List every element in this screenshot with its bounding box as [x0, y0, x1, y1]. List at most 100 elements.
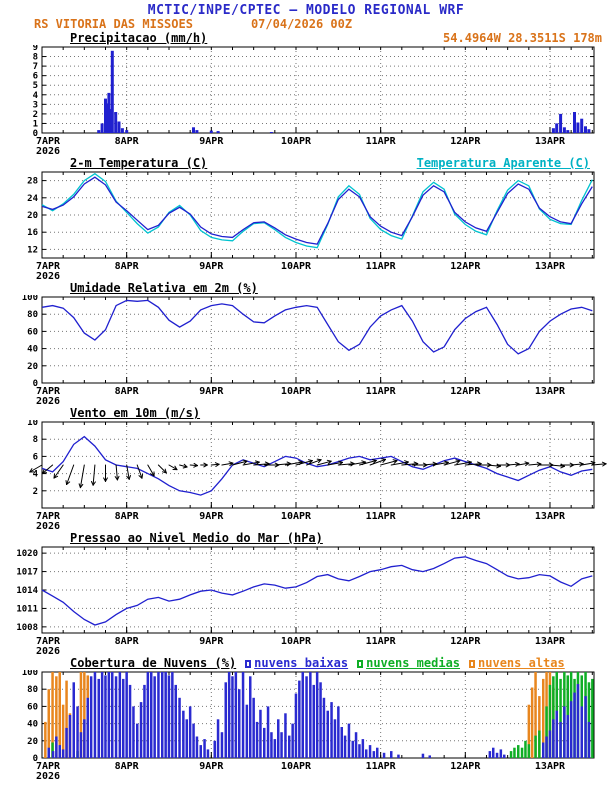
svg-text:11APR: 11APR: [366, 761, 397, 772]
svg-text:40: 40: [27, 720, 38, 730]
svg-text:1017: 1017: [16, 568, 38, 578]
svg-text:2026: 2026: [36, 521, 60, 532]
svg-text:13APR: 13APR: [535, 386, 566, 397]
svg-text:12APR: 12APR: [450, 511, 481, 522]
clouds-title: Cobertura de Nuvens (%): [70, 656, 237, 670]
svg-text:2026: 2026: [36, 646, 60, 657]
svg-text:16: 16: [27, 228, 38, 238]
svg-text:9APR: 9APR: [199, 136, 224, 147]
svg-text:12APR: 12APR: [450, 761, 481, 772]
svg-text:8APR: 8APR: [115, 386, 140, 397]
humidity-title: Umidade Relativa em 2m (%): [70, 281, 258, 295]
svg-text:13APR: 13APR: [535, 261, 566, 272]
svg-text:8APR: 8APR: [115, 136, 140, 147]
svg-text:6: 6: [33, 452, 38, 462]
svg-text:8APR: 8APR: [115, 511, 140, 522]
svg-text:8: 8: [33, 435, 38, 445]
pressure-title: Pressao ao Nivel Medio do Mar (hPa): [70, 531, 323, 545]
svg-text:10APR: 10APR: [281, 136, 312, 147]
svg-text:20: 20: [27, 211, 38, 221]
svg-text:0: 0: [33, 129, 38, 139]
low-clouds-label: nuvens baixas: [254, 656, 349, 670]
run-date: 07/04/2026 00Z: [250, 17, 353, 31]
humidity-header: Umidade Relativa em 2m (%): [0, 282, 612, 295]
svg-text:10APR: 10APR: [281, 511, 312, 522]
svg-text:60: 60: [27, 702, 38, 712]
precipitation-title: Precipitacao (mm/h): [70, 31, 208, 45]
svg-text:2026: 2026: [36, 271, 60, 282]
svg-text:1: 1: [33, 119, 38, 129]
mid-clouds-label: nuvens medias: [366, 656, 461, 670]
svg-text:10APR: 10APR: [281, 636, 312, 647]
precipitation-header: Precipitacao (mm/h) 54.4964W 28.3511S 17…: [0, 32, 612, 45]
clouds-header: Cobertura de Nuvens (%) nuvens baixas nu…: [0, 657, 612, 670]
svg-text:11APR: 11APR: [366, 136, 397, 147]
clouds-chart: 0 20 40 60 80 100 7APR 8APR 9APR 10APR 11APR 12APR 1…: [22, 670, 595, 782]
svg-text:13APR: 13APR: [535, 636, 566, 647]
svg-text:8APR: 8APR: [115, 761, 140, 772]
svg-text:11APR: 11APR: [366, 511, 397, 522]
svg-text:8: 8: [33, 53, 38, 63]
wind-header: Vento em 10m (m/s): [0, 407, 612, 420]
svg-text:12APR: 12APR: [450, 636, 481, 647]
station-coordinates: 54.4964W 28.3511S 178m: [443, 31, 602, 45]
svg-text:7APR: 7APR: [36, 261, 61, 272]
svg-text:11APR: 11APR: [366, 386, 397, 397]
station-name: RS VITORIA DAS MISSOES: [34, 17, 193, 31]
svg-text:7APR: 7APR: [36, 761, 61, 772]
svg-text:7APR: 7APR: [36, 511, 61, 522]
svg-text:9APR: 9APR: [199, 511, 224, 522]
svg-text:11APR: 11APR: [366, 261, 397, 272]
panel-clouds: Cobertura de Nuvens (%) nuvens baixas nu…: [0, 657, 612, 782]
svg-text:7APR: 7APR: [36, 136, 61, 147]
svg-text:13APR: 13APR: [535, 511, 566, 522]
svg-text:24: 24: [27, 194, 38, 204]
page-subtitle: RS VITORIA DAS MISSOES 07/04/2026 00Z: [0, 17, 612, 32]
wind-chart: 2 4 6 8 10 7APR 8APR 9APR 10APR 11APR 12APR 13APR 20…: [27, 420, 607, 532]
svg-text:12APR: 12APR: [450, 386, 481, 397]
svg-text:10: 10: [27, 420, 38, 428]
legend-high-clouds: nuvens altas: [469, 657, 565, 670]
svg-text:60: 60: [27, 327, 38, 337]
svg-text:10APR: 10APR: [281, 761, 312, 772]
pressure-header: Pressao ao Nivel Medio do Mar (hPa): [0, 532, 612, 545]
svg-text:0: 0: [33, 754, 38, 764]
svg-text:2: 2: [33, 487, 38, 497]
apparent-temperature-legend: Temperatura Aparente (C): [416, 156, 590, 170]
svg-text:6: 6: [33, 72, 38, 82]
panel-humidity: Umidade Relativa em 2m (%) 0 20 40 60 80 100 7…: [0, 282, 612, 407]
svg-text:9APR: 9APR: [199, 261, 224, 272]
svg-text:2026: 2026: [36, 146, 60, 157]
svg-text:1011: 1011: [16, 604, 38, 614]
svg-text:12APR: 12APR: [450, 136, 481, 147]
svg-text:80: 80: [27, 310, 38, 320]
panel-temperature: 2-m Temperatura (C) Temperatura Aparente…: [0, 157, 612, 282]
svg-text:9: 9: [33, 45, 38, 53]
svg-text:9APR: 9APR: [199, 636, 224, 647]
temperature-chart: 12 16 20 24 28 7APR 8APR 9APR 10APR 11APR 12APR 13A…: [27, 171, 595, 282]
legend-low-clouds: nuvens baixas: [245, 657, 348, 670]
svg-text:1008: 1008: [16, 623, 38, 633]
svg-text:80: 80: [27, 685, 38, 695]
high-clouds-label: nuvens altas: [478, 656, 565, 670]
svg-text:1014: 1014: [16, 586, 38, 596]
svg-text:7: 7: [33, 62, 38, 72]
high-clouds-swatch-icon: [469, 659, 476, 668]
svg-text:20: 20: [27, 362, 38, 372]
svg-text:8APR: 8APR: [115, 261, 140, 272]
svg-text:9APR: 9APR: [199, 386, 224, 397]
svg-text:28: 28: [27, 177, 38, 187]
svg-text:9APR: 9APR: [199, 761, 224, 772]
svg-text:2026: 2026: [36, 396, 60, 407]
svg-text:12APR: 12APR: [450, 261, 481, 272]
svg-text:100: 100: [22, 295, 38, 303]
svg-text:0: 0: [33, 379, 38, 389]
low-clouds-swatch-icon: [245, 659, 252, 668]
svg-text:8APR: 8APR: [115, 636, 140, 647]
svg-text:13APR: 13APR: [535, 136, 566, 147]
svg-text:40: 40: [27, 345, 38, 355]
svg-text:20: 20: [27, 737, 38, 747]
svg-text:3: 3: [33, 100, 38, 110]
